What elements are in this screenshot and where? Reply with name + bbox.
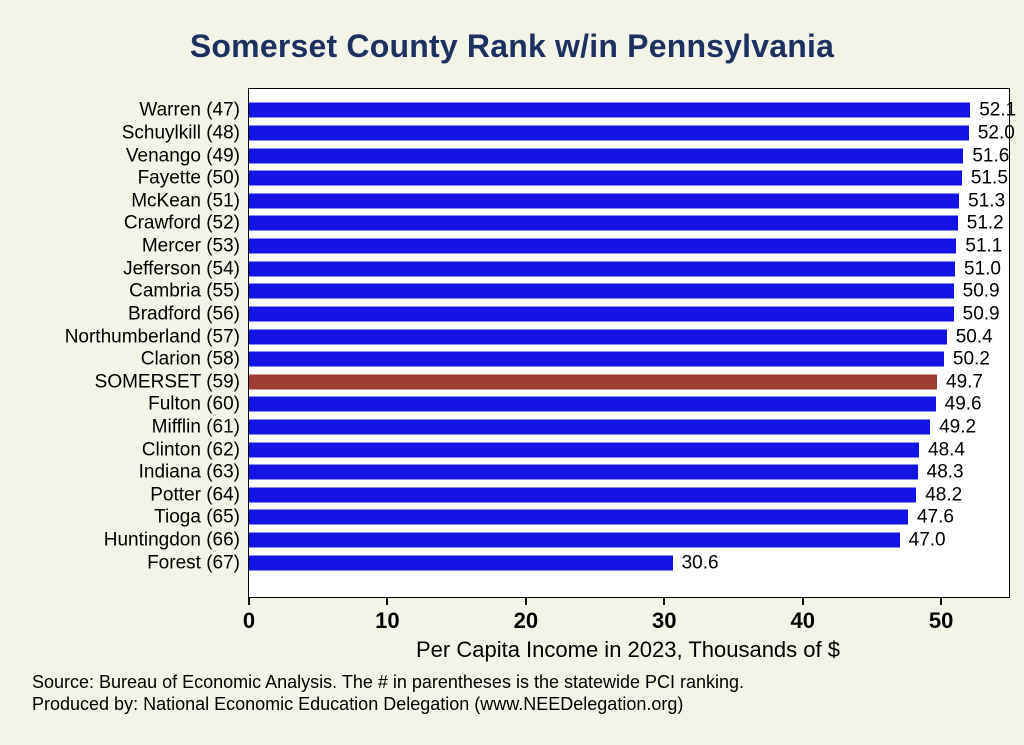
y-axis-label: Venango (49) [125,145,240,167]
bar [249,306,954,322]
y-axis-label: Schuylkill (48) [121,122,240,144]
x-axis-tick [248,597,250,605]
footer: Source: Bureau of Economic Analysis. The… [32,671,744,715]
y-axis-label: Mercer (53) [141,235,240,257]
x-axis-tick [524,597,527,605]
y-axis-label: Tioga (65) [154,506,240,528]
bar-value-label: 51.6 [972,145,1010,167]
bar [249,148,964,164]
x-axis: 0 10 20 30 40 50 [243,597,1009,637]
bar [249,170,962,186]
bar [249,442,920,458]
bar-value-label: 51.5 [970,167,1008,189]
bar [249,396,936,412]
bar [249,238,957,254]
y-axis-label: Indiana (63) [138,461,240,483]
y-axis-label: Fulton (60) [148,393,240,415]
x-axis-tick-label: 50 [928,608,954,633]
bar [249,125,969,141]
y-axis-label: Crawford (52) [123,212,240,234]
chart-title: Somerset County Rank w/in Pennsylvania [189,28,835,64]
bar-value-label: 50.9 [962,303,1000,325]
bar-value-label: 51.0 [964,258,1001,280]
bar-value-label: 50.2 [952,348,990,370]
y-axis-label: Warren (47) [139,99,240,121]
y-axis-label: Cambria (55) [129,280,240,302]
bar-value-label: 47.0 [908,529,946,551]
bar-value-label: 48.2 [925,484,963,506]
x-axis-tick-label: 40 [790,608,815,633]
y-axis-label: Bradford (56) [128,303,240,325]
bar [249,464,918,480]
bar-value-label: 49.6 [944,393,982,415]
y-axis-label: Huntingdon (66) [103,529,240,551]
bar-value-label: 48.4 [928,439,965,461]
x-axis-tick [663,597,666,605]
y-axis-label: Jefferson (54) [123,258,240,280]
y-axis-label: Clinton (62) [141,439,240,461]
y-axis-label: McKean (51) [131,190,240,212]
bar-value-label: 51.2 [966,212,1004,234]
bar [249,509,908,525]
y-axis-label: Northumberland (57) [64,326,240,347]
x-axis-tick-label: 0 [242,608,256,633]
bar [249,102,971,118]
y-axis-label: Potter (64) [150,484,240,506]
bar [249,532,900,548]
x-axis-tick-label: 30 [652,608,677,633]
bar-value-label: 51.3 [968,190,1006,212]
bar [249,215,958,231]
bar [249,487,917,503]
plot-area: 52.1 52.0 51.6 51.5 51.3 51.2 51.1 51.0 50.9 50.9… [248,88,1016,598]
y-axis-label: Clarion (58) [140,348,240,370]
x-axis-tick [940,597,943,605]
bar-value-label: 52.0 [977,122,1015,144]
x-axis-tick [801,597,804,605]
bar [249,283,954,299]
bar-value-label: 50.9 [962,280,1000,302]
x-axis-title: Per Capita Income in 2023, Thousands of … [416,637,840,662]
x-axis-tick [386,597,389,605]
bar-value-label: 52.1 [979,99,1017,121]
bar-somerset-highlight [249,374,937,390]
bar-value-label: 47.6 [916,506,954,528]
bar-value-label: 48.3 [926,461,964,483]
x-axis-tick-label: 10 [375,608,400,633]
y-axis-labels: Warren (47) Schuylkill (48) Venango (49) Fa… [0,89,240,597]
y-axis-label: Mifflin (61) [151,416,240,438]
bar [249,419,931,435]
producer-note: Produced by: National Economic Education… [32,694,684,714]
y-axis-label: Forest (67) [147,552,240,574]
bar-value-label: 30.6 [681,552,719,574]
bar [249,261,955,277]
x-axis-tick-label: 20 [513,608,539,633]
bar-value-label: 50.4 [955,326,993,347]
bar [249,329,947,344]
bar [249,351,944,367]
y-axis-label-somerset: SOMERSET (59) [94,371,240,393]
bar-value-label: 49.2 [939,416,977,438]
bar [249,555,673,571]
source-note: Source: Bureau of Economic Analysis. The… [32,672,745,692]
bar [249,193,960,209]
bar-value-label: 51.1 [965,235,1003,257]
bar-value-label: 49.7 [946,371,983,393]
y-axis-label: Fayette (50) [137,167,240,189]
